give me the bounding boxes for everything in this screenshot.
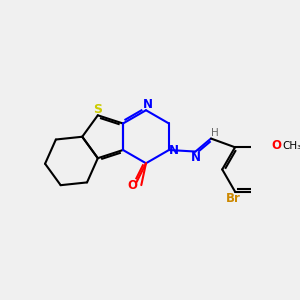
Text: N: N: [169, 143, 178, 157]
Text: Br: Br: [226, 192, 241, 205]
Text: H: H: [211, 128, 219, 138]
Text: N: N: [142, 98, 152, 111]
Text: S: S: [93, 103, 102, 116]
Text: O: O: [127, 178, 137, 192]
Text: O: O: [271, 139, 281, 152]
Text: CH₃: CH₃: [282, 141, 300, 151]
Text: N: N: [191, 151, 201, 164]
